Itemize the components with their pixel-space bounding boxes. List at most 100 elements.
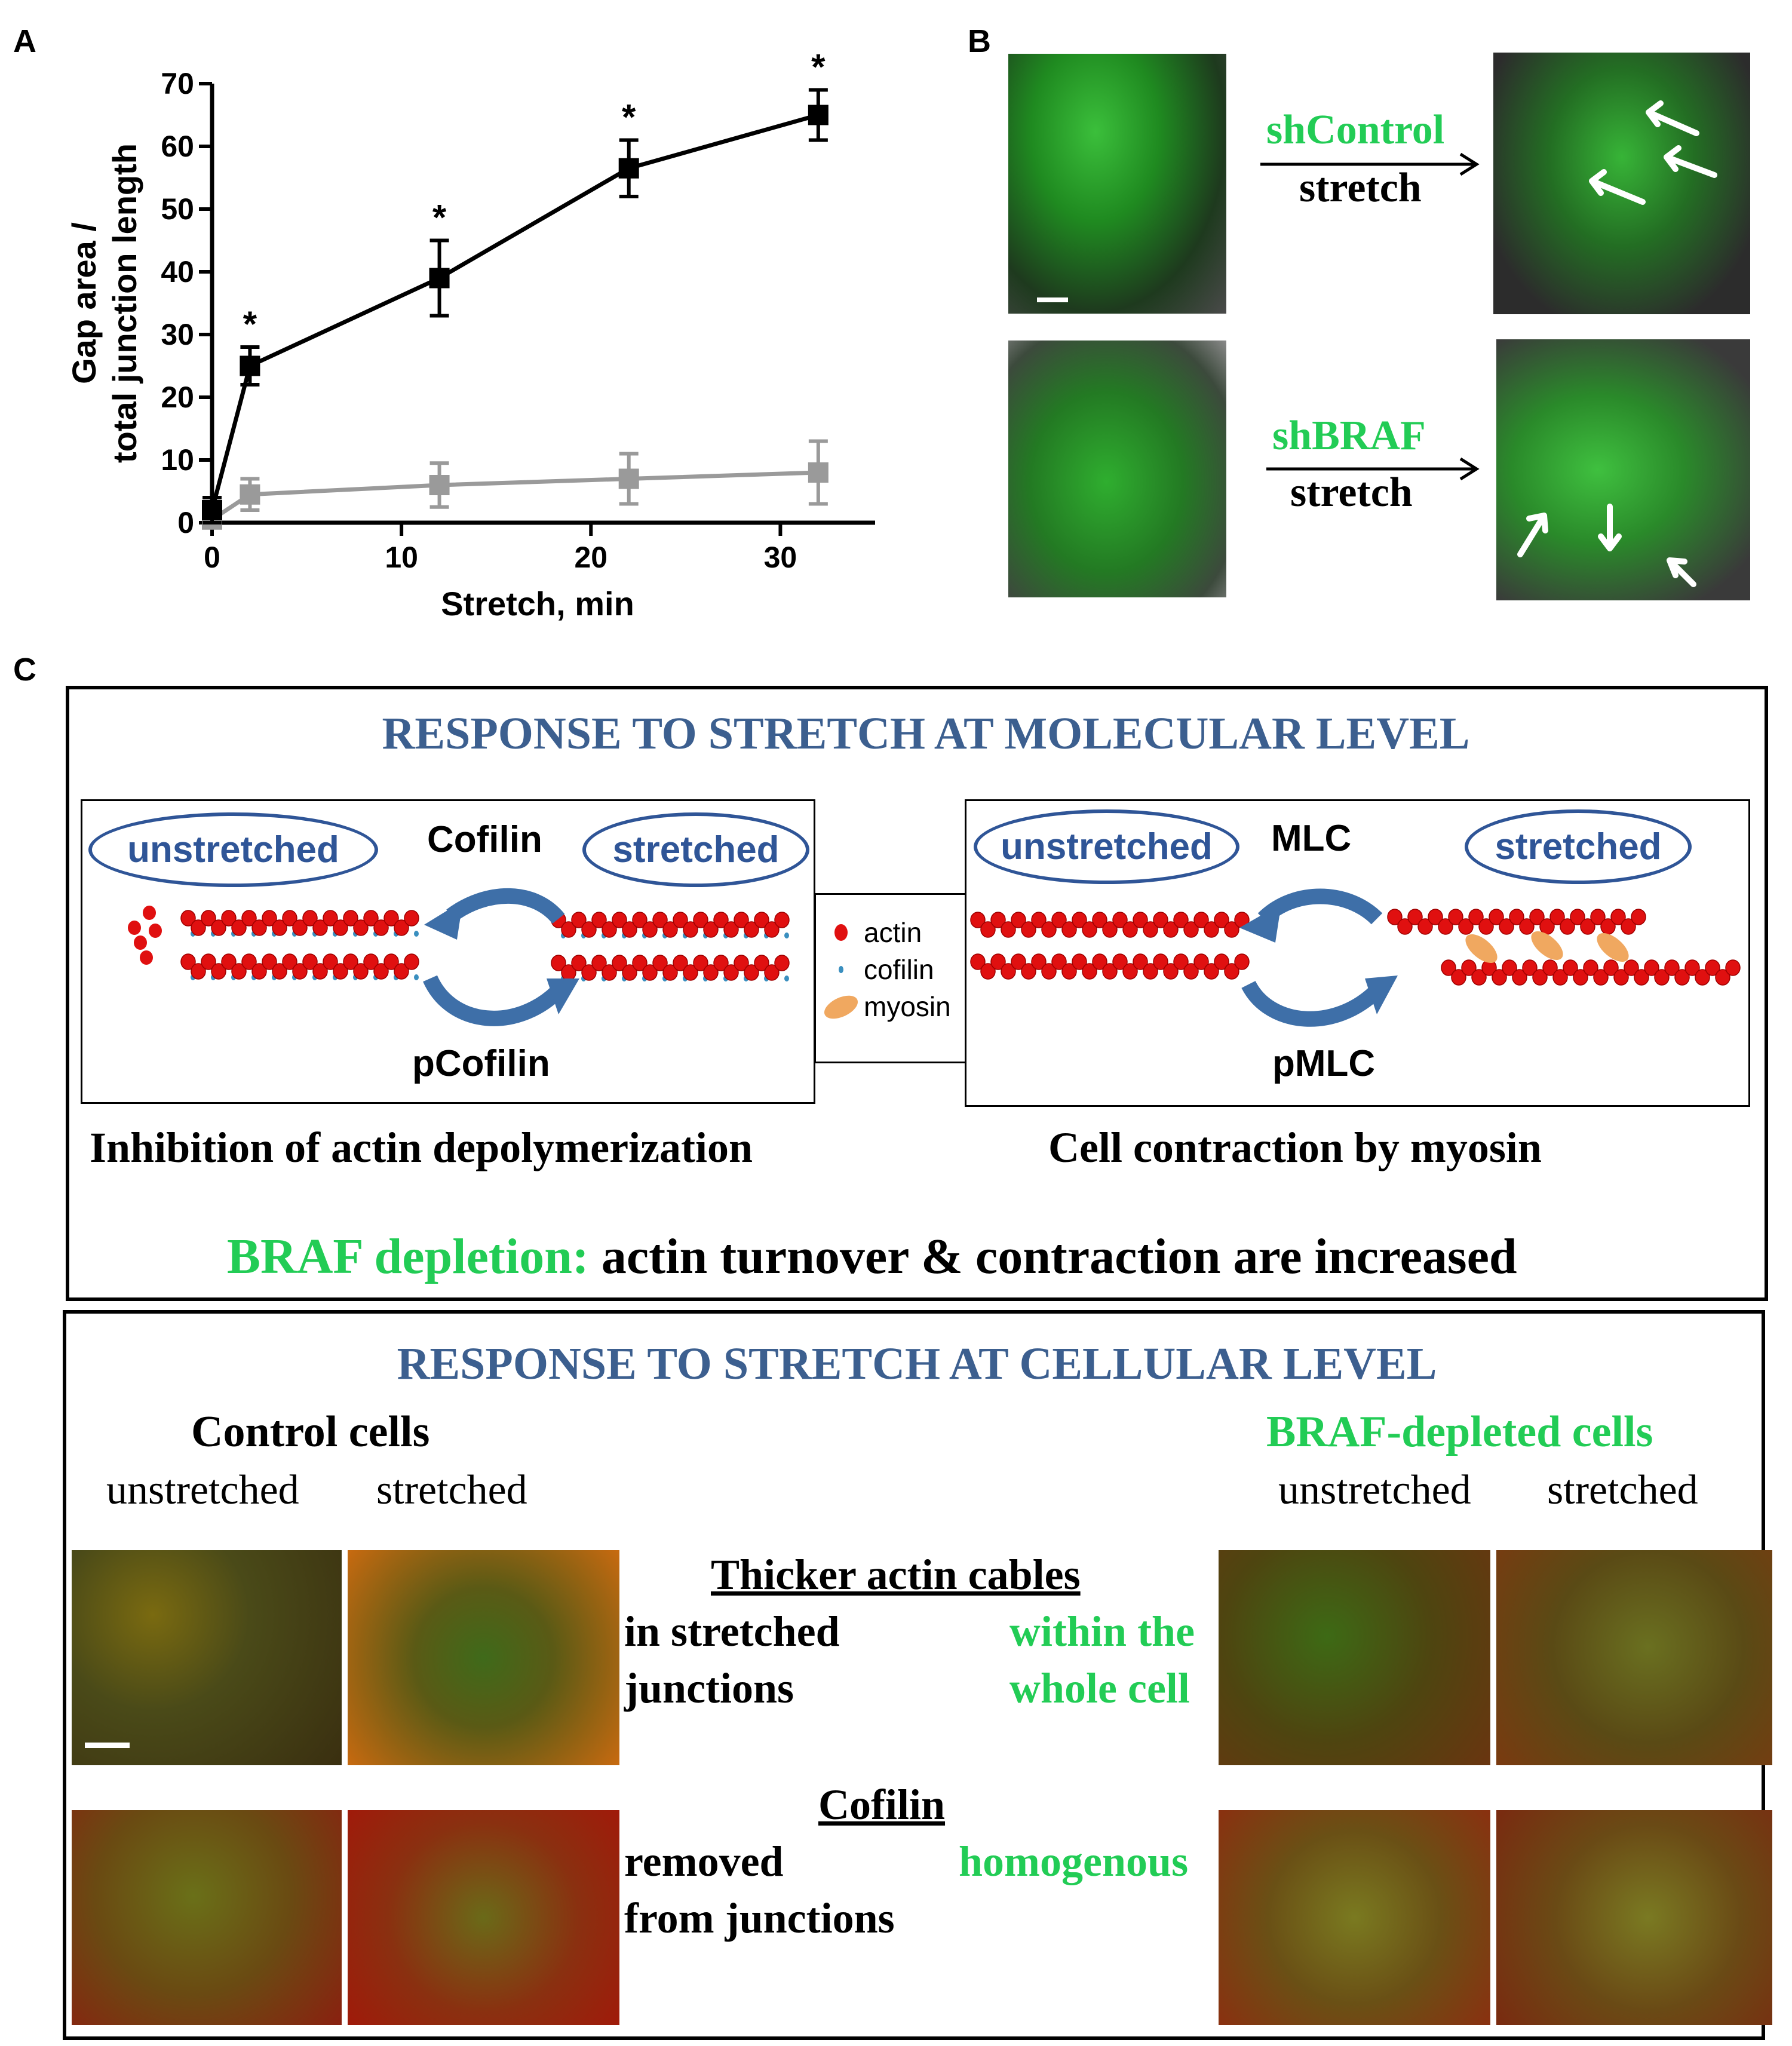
micrograph-shcontrol-after bbox=[1493, 53, 1750, 314]
actin-subunit bbox=[1654, 969, 1670, 986]
actin-subunit bbox=[191, 919, 206, 936]
actin-subunit bbox=[1624, 959, 1639, 976]
cofilin-cycle-graphic bbox=[128, 888, 790, 1026]
actin-subunit bbox=[1580, 918, 1595, 935]
actin-subunit bbox=[754, 955, 769, 971]
actin-subunit bbox=[1610, 909, 1626, 925]
data-point bbox=[808, 105, 829, 125]
actin-subunit bbox=[1499, 918, 1514, 935]
myosin-motor bbox=[1531, 931, 1563, 960]
conclusion-rest: actin turnover & contraction are increas… bbox=[588, 1229, 1517, 1284]
actin-subunit bbox=[251, 963, 267, 980]
actin-subunit bbox=[1061, 921, 1077, 938]
actin-subunit bbox=[703, 964, 719, 981]
actin-subunit bbox=[1593, 969, 1609, 986]
actin-subunit bbox=[1163, 921, 1179, 938]
actin-subunit bbox=[1082, 921, 1097, 938]
actin-subunit bbox=[1153, 953, 1168, 970]
actin-monomer bbox=[149, 924, 162, 938]
actin-subunit bbox=[990, 912, 1006, 928]
actin-subunit bbox=[323, 953, 338, 970]
actin-subunit bbox=[1224, 921, 1239, 938]
actin-subunit bbox=[1193, 953, 1209, 970]
series-line bbox=[211, 470, 818, 522]
actin-subunit bbox=[1112, 953, 1128, 970]
cellular-title: RESPONSE TO STRETCH AT CELLULAR LEVEL bbox=[397, 1339, 1437, 1389]
data-point bbox=[429, 475, 450, 495]
actin-subunit bbox=[1560, 918, 1575, 935]
actin-subunit bbox=[1705, 959, 1720, 976]
actin-subunit bbox=[241, 953, 257, 970]
cofilin-particle bbox=[784, 932, 789, 938]
actin-subunit bbox=[1478, 918, 1494, 935]
actin-subunit bbox=[1001, 963, 1016, 980]
micrograph-braf-unstretched-cofilin bbox=[1219, 1810, 1490, 2025]
y-tick-label: 20 bbox=[161, 381, 194, 414]
stretched-label-mlc: stretched bbox=[1465, 809, 1692, 884]
actin-subunit bbox=[1715, 969, 1730, 986]
actin-subunit bbox=[1471, 969, 1487, 986]
y-tick-label: 60 bbox=[161, 130, 194, 163]
data-point bbox=[240, 355, 260, 376]
actin-subunit bbox=[1684, 959, 1700, 976]
actin-subunit bbox=[272, 919, 287, 936]
actin-subunit bbox=[652, 912, 668, 928]
y-tick-label: 10 bbox=[161, 443, 194, 477]
actin-subunit bbox=[683, 964, 698, 981]
actin-subunit bbox=[1183, 963, 1199, 980]
actin-subunit bbox=[394, 963, 409, 980]
data-point bbox=[429, 268, 450, 289]
x-tick-label: 10 bbox=[385, 541, 418, 574]
actin-subunit bbox=[581, 964, 597, 981]
actin-subunit bbox=[373, 919, 389, 936]
actin-subunit bbox=[1133, 912, 1148, 928]
actin-subunit bbox=[1674, 969, 1690, 986]
actin-subunit bbox=[1512, 969, 1527, 986]
panel-label-a: A bbox=[13, 23, 36, 59]
actin-subunit bbox=[373, 963, 389, 980]
micrograph-braf-stretched-cofilin bbox=[1496, 1810, 1772, 2025]
braf-stretched-label: stretched bbox=[1547, 1467, 1698, 1513]
actin-subunit bbox=[221, 910, 237, 927]
actin-subunit bbox=[632, 955, 648, 971]
actin-subunit bbox=[221, 953, 237, 970]
actin-subunit bbox=[343, 953, 358, 970]
actin-subunit bbox=[1224, 963, 1239, 980]
row1-left-line1: in stretched bbox=[624, 1608, 840, 1655]
actin-subunit bbox=[703, 921, 719, 938]
actin-subunit bbox=[1112, 912, 1128, 928]
actin-subunit bbox=[1143, 921, 1158, 938]
row2-heading: Cofilin bbox=[818, 1781, 946, 1829]
actin-subunit bbox=[1542, 959, 1558, 976]
actin-subunit bbox=[1163, 963, 1179, 980]
actin-subunit bbox=[1644, 959, 1659, 976]
actin-subunit bbox=[1461, 959, 1477, 976]
actin-subunit bbox=[1448, 909, 1463, 925]
control-unstretched-label: unstretched bbox=[106, 1467, 299, 1513]
actin-subunit bbox=[1122, 963, 1138, 980]
actin-subunit bbox=[282, 910, 297, 927]
actin-subunit bbox=[1387, 909, 1403, 925]
actin-subunit bbox=[1603, 959, 1619, 976]
data-point bbox=[202, 500, 222, 520]
actin-subunit bbox=[201, 910, 216, 927]
actin-subunit bbox=[774, 955, 790, 971]
unstretched-label-mlc: unstretched bbox=[974, 809, 1239, 884]
gap-area-chart: 0 10 20 30 0 10 20 30 40 50 60 70 Stretch, min Gap ar… bbox=[65, 47, 875, 622]
y-axis-label-line2: total junction length bbox=[106, 143, 143, 463]
actin-subunit bbox=[1011, 953, 1026, 970]
legend-box: actin cofilin myosin bbox=[814, 893, 966, 1063]
legend-cofilin: cofilin bbox=[864, 954, 934, 985]
actin-subunit bbox=[602, 964, 617, 981]
actin-subunit bbox=[1092, 912, 1107, 928]
caption-inhibition: Inhibition of actin depolymerization bbox=[90, 1124, 753, 1171]
pmlc-label: pMLC bbox=[1272, 1043, 1376, 1084]
actin-subunit bbox=[990, 953, 1006, 970]
actin-subunit bbox=[1407, 909, 1423, 925]
row2-left-line2: from junctions bbox=[624, 1894, 895, 1942]
y-axis-label-line1: Gap area / bbox=[65, 222, 103, 384]
actin-subunit bbox=[1051, 912, 1067, 928]
actin-subunit bbox=[612, 955, 627, 971]
x-tick-label: 0 bbox=[204, 541, 220, 574]
panel-label-c: C bbox=[13, 652, 36, 688]
